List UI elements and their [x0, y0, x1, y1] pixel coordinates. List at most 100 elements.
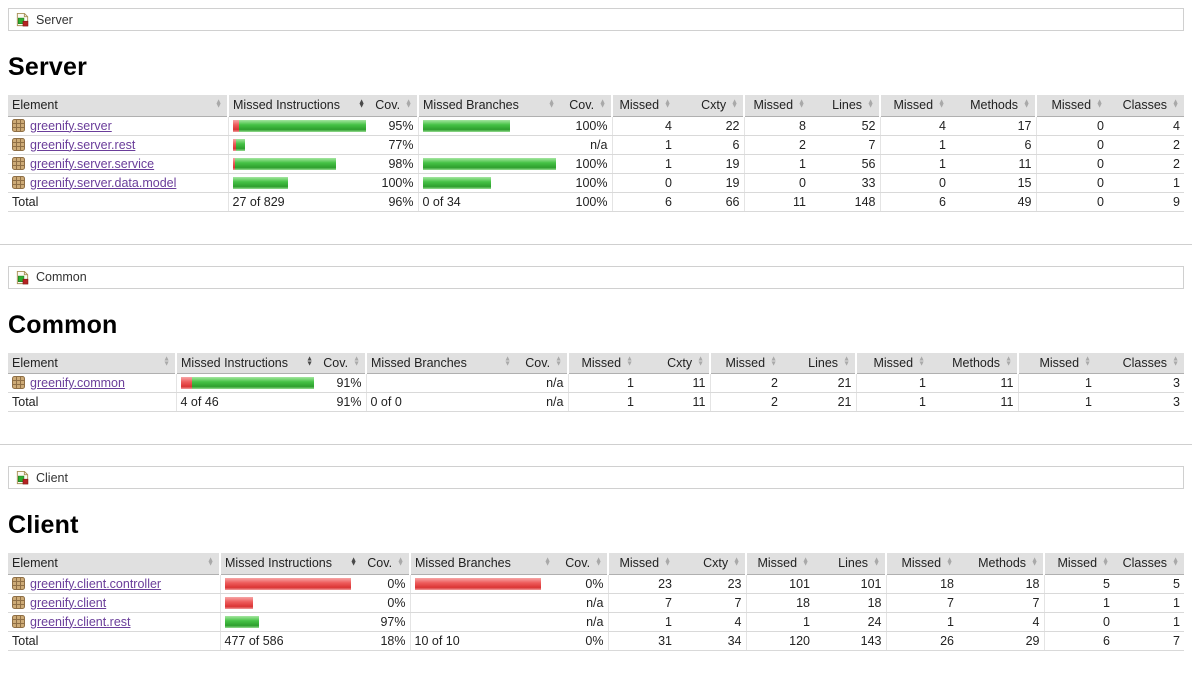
package-link[interactable]: greenify.server.data.model: [30, 175, 177, 190]
column-header[interactable]: Element: [8, 95, 228, 117]
column-header[interactable]: Classes: [1108, 95, 1184, 117]
package-link[interactable]: greenify.client.controller: [30, 576, 162, 591]
column-header[interactable]: Cov.: [516, 352, 568, 374]
missed-cxty-value: 1: [611, 135, 676, 155]
column-header[interactable]: Missed: [855, 352, 930, 374]
package-link[interactable]: greenify.server.service: [30, 156, 155, 171]
column-header[interactable]: Cxty: [676, 95, 744, 117]
column-header[interactable]: Cov.: [362, 553, 410, 575]
lines-value: 52: [810, 116, 880, 136]
column-header[interactable]: Missed Instructions: [219, 553, 362, 575]
table-header-row: Element Missed Instructions Cov. Missed Bra…: [8, 352, 1184, 374]
sort-icon: [664, 558, 671, 567]
total-missed-methods: 6: [879, 192, 950, 212]
branches-coverage-percent: n/a: [556, 612, 608, 632]
column-header[interactable]: Methods: [950, 95, 1036, 117]
instructions-coverage-percent: 100%: [370, 173, 418, 193]
column-header[interactable]: Element: [8, 553, 220, 575]
total-cxty: 34: [676, 631, 746, 651]
column-header[interactable]: Missed: [611, 95, 676, 117]
missed-branches-bar-cell: [409, 574, 556, 594]
missed-branches-bar-cell: [365, 373, 516, 393]
column-header[interactable]: Element: [8, 352, 176, 374]
section-divider: [0, 444, 1192, 445]
column-header[interactable]: Missed: [745, 553, 814, 575]
column-header[interactable]: Methods: [930, 352, 1018, 374]
package-link[interactable]: greenify.server.rest: [30, 137, 136, 152]
package-link[interactable]: greenify.client: [30, 595, 107, 610]
missed-cxty-value: 23: [607, 574, 676, 594]
column-header[interactable]: Classes: [1096, 352, 1184, 374]
element-cell: greenify.server: [8, 116, 228, 136]
column-header[interactable]: Cov.: [556, 553, 608, 575]
missed-classes-value: 1: [1043, 593, 1114, 613]
column-header[interactable]: Missed Instructions: [175, 352, 318, 374]
sort-icon: [548, 100, 555, 109]
column-header[interactable]: Missed: [1017, 352, 1096, 374]
column-header[interactable]: Missed: [1043, 553, 1114, 575]
column-header[interactable]: Missed Branches: [409, 553, 556, 575]
column-header[interactable]: Lines: [814, 553, 886, 575]
column-header-label: Methods: [952, 355, 1001, 370]
classes-value: 2: [1108, 154, 1184, 174]
package-link[interactable]: greenify.client.rest: [30, 614, 131, 629]
sort-icon: [918, 358, 925, 367]
column-header-label: Missed: [725, 355, 766, 370]
column-header[interactable]: Cxty: [638, 352, 710, 374]
package-icon: [12, 595, 30, 610]
branches-coverage-percent: n/a: [560, 135, 612, 155]
column-header[interactable]: Lines: [810, 95, 880, 117]
column-header[interactable]: Cxty: [676, 553, 746, 575]
total-cxty: 11: [638, 392, 710, 412]
missed-bar-segment: [232, 119, 240, 132]
column-header[interactable]: Cov.: [370, 95, 418, 117]
missed-branches-bar-cell: [417, 135, 560, 155]
column-header[interactable]: Lines: [782, 352, 856, 374]
column-header[interactable]: Cov.: [318, 352, 366, 374]
column-header[interactable]: Classes: [1114, 553, 1184, 575]
column-header[interactable]: Missed Instructions: [227, 95, 370, 117]
missed-instructions-bar-cell: [219, 574, 362, 594]
total-branches-percent: n/a: [516, 392, 568, 412]
total-missed-cxty: 6: [611, 192, 676, 212]
instructions-coverage-percent: 91%: [318, 373, 366, 393]
missed-bar-segment: [224, 596, 253, 609]
column-header[interactable]: Methods: [958, 553, 1044, 575]
cxty-value: 7: [676, 593, 746, 613]
sort-icon: [1172, 558, 1179, 567]
package-row: greenify.client.rest 97% n/a 1 4 1 24 1 …: [8, 612, 1184, 632]
column-header[interactable]: Missed: [1035, 95, 1108, 117]
total-missed-methods: 1: [855, 392, 930, 412]
column-header-label: Lines: [838, 556, 869, 571]
column-header[interactable]: Missed: [743, 95, 810, 117]
covered-bar-segment: [192, 377, 314, 389]
column-header[interactable]: Cov.: [560, 95, 612, 117]
missed-cxty-value: 1: [567, 373, 638, 393]
column-header[interactable]: Missed: [607, 553, 676, 575]
package-link[interactable]: greenify.common: [30, 376, 125, 390]
package-link[interactable]: greenify.server: [30, 118, 112, 133]
column-header[interactable]: Missed: [879, 95, 950, 117]
total-instructions-text: 477 of 586: [219, 631, 362, 651]
covered-bar-segment: [224, 615, 259, 628]
total-instructions-percent: 91%: [318, 392, 366, 412]
sort-icon: [664, 100, 671, 109]
column-header[interactable]: Missed: [567, 352, 638, 374]
sort-icon: [798, 100, 805, 109]
lines-value: 101: [814, 574, 886, 594]
column-header[interactable]: Missed: [885, 553, 958, 575]
section-title: Client: [8, 511, 79, 539]
column-header-label: Missed: [757, 556, 798, 571]
branches-coverage-percent: n/a: [556, 593, 608, 613]
missed-classes-value: 0: [1035, 154, 1108, 174]
column-header[interactable]: Missed Branches: [417, 95, 560, 117]
column-header[interactable]: Missed Branches: [365, 352, 516, 374]
missed-branches-bar-cell: [409, 612, 556, 632]
total-instructions-percent: 18%: [362, 631, 410, 651]
missed-branches-bar-cell: [409, 593, 556, 613]
methods-value: 17: [950, 116, 1036, 136]
section-title: Server: [8, 53, 88, 81]
column-header[interactable]: Missed: [709, 352, 782, 374]
branches-coverage-bar: [415, 616, 553, 628]
total-missed-classes: 1: [1017, 392, 1096, 412]
